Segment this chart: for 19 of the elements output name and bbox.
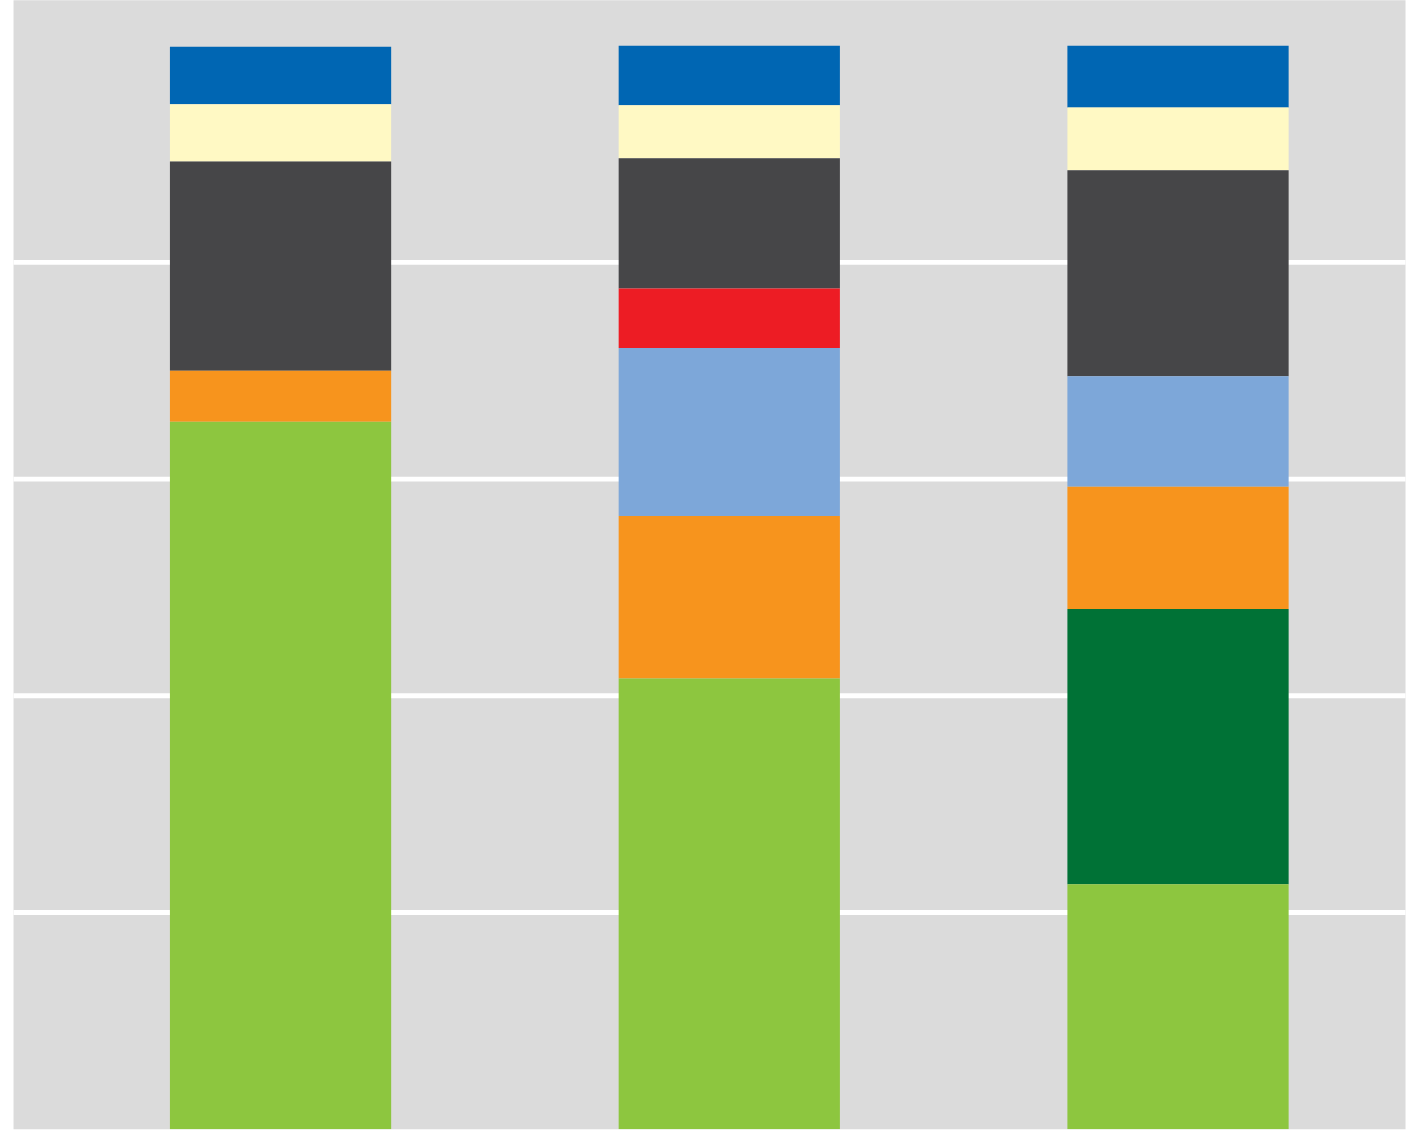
bar (1067, 608, 1289, 884)
bar (618, 347, 840, 516)
bar (1067, 169, 1289, 376)
bar (618, 158, 840, 289)
bar (1067, 45, 1289, 108)
bar (1067, 486, 1289, 609)
bar (618, 104, 840, 159)
bar (1067, 375, 1289, 487)
bar (169, 421, 392, 1129)
bar (169, 370, 392, 422)
bar (169, 103, 392, 162)
bar (618, 678, 840, 1129)
bar (169, 161, 392, 371)
bar (1067, 107, 1289, 170)
bar (618, 45, 840, 105)
bar (618, 288, 840, 348)
bar (1067, 883, 1289, 1129)
bar (169, 46, 392, 104)
bar (618, 515, 840, 679)
